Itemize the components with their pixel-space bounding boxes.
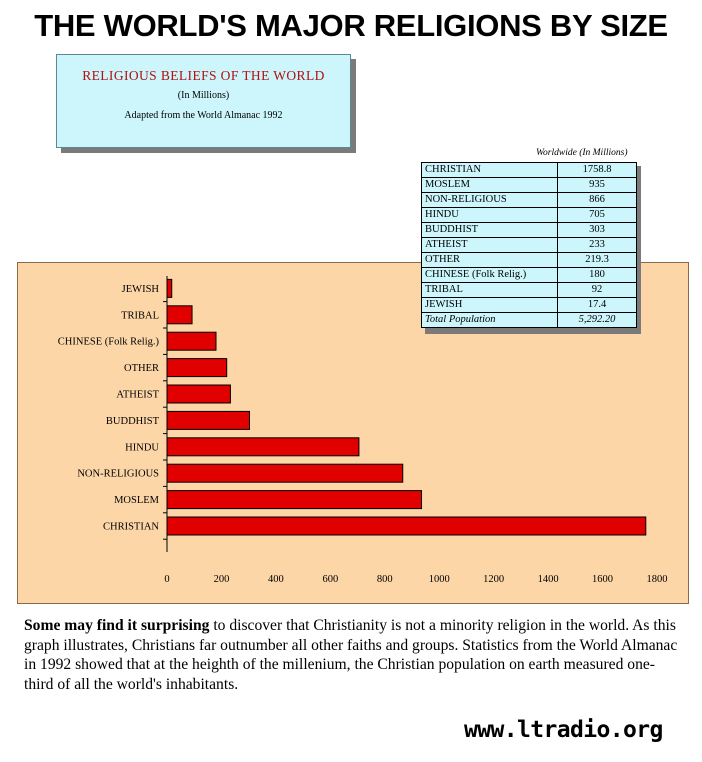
table-row: MOSLEM 935	[421, 177, 637, 193]
category-label: TRIBAL	[121, 310, 159, 321]
card-units: (In Millions)	[177, 90, 230, 101]
description-lead: Some may find it surprising	[24, 617, 210, 634]
table-cell-label: HINDU	[421, 207, 558, 223]
x-tick-label: 1200	[483, 574, 504, 585]
table-row: TRIBAL 92	[421, 282, 637, 298]
bar	[166, 358, 228, 378]
table-cell-label: ATHEIST	[421, 237, 558, 253]
table-cell-label: TRIBAL	[421, 282, 558, 298]
bar	[166, 331, 217, 351]
table-cell-label: JEWISH	[421, 297, 558, 313]
title-card: RELIGIOUS BELIEFS OF THE WORLD (In Milli…	[56, 54, 351, 148]
card-source: Adapted from the World Almanac 1992	[124, 110, 283, 121]
table-cell-value: 219.3	[557, 252, 637, 268]
bar	[166, 437, 360, 457]
description-body: to discover that Christianity is not a m…	[24, 617, 678, 693]
table-cell-value: 935	[557, 177, 637, 193]
table-row: CHRISTIAN 1758.8	[421, 162, 637, 178]
table-row: CHINESE (Folk Relig.) 180	[421, 267, 637, 283]
table-cell-value: 92	[557, 282, 637, 298]
x-tick-label: 800	[377, 574, 393, 585]
category-label: JEWISH	[122, 284, 160, 295]
x-tick-label: 400	[268, 574, 284, 585]
table-total-row: Total Population 5,292.20	[421, 312, 637, 328]
category-label: CHINESE (Folk Relig.)	[58, 337, 160, 348]
bar	[166, 278, 173, 298]
category-label: ATHEIST	[116, 390, 159, 401]
table-cell-label: BUDDHIST	[421, 222, 558, 238]
category-label: OTHER	[124, 363, 159, 374]
x-tick-label: 600	[322, 574, 338, 585]
table-cell-value: 17.4	[557, 297, 637, 313]
table-row: HINDU 705	[421, 207, 637, 223]
bar	[166, 463, 404, 483]
card-title: RELIGIOUS BELIEFS OF THE WORLD	[82, 68, 325, 83]
category-label: BUDDHIST	[106, 416, 160, 427]
page-title: THE WORLD'S MAJOR RELIGIONS BY SIZE	[34, 8, 668, 43]
table-row: OTHER 219.3	[421, 252, 637, 268]
table-cell-value: 866	[557, 192, 637, 208]
table-row: JEWISH 17.4	[421, 297, 637, 313]
x-tick-label: 1600	[592, 574, 613, 585]
bar	[166, 410, 250, 430]
category-label: NON-RELIGIOUS	[77, 469, 159, 480]
table-cell-value: 303	[557, 222, 637, 238]
site-url: www.ltradio.org	[464, 717, 663, 743]
bar	[166, 384, 231, 404]
table-cell-value: 705	[557, 207, 637, 223]
table-cell-label: NON-RELIGIOUS	[421, 192, 558, 208]
table-cell-value: 1758.8	[557, 162, 637, 178]
x-tick-label: 1400	[538, 574, 559, 585]
description: Some may find it surprising to discover …	[24, 616, 684, 694]
table-total-label: Total Population	[421, 312, 558, 328]
x-tick-label: 200	[214, 574, 230, 585]
category-label: MOSLEM	[114, 495, 160, 506]
bar	[166, 305, 193, 325]
category-label: HINDU	[125, 442, 159, 453]
table-cell-label: MOSLEM	[421, 177, 558, 193]
table-caption: Worldwide (In Millions)	[536, 148, 628, 158]
table-cell-value: 180	[557, 267, 637, 283]
x-tick-label: 1800	[647, 574, 668, 585]
table-row: ATHEIST 233	[421, 237, 637, 253]
category-label: CHRISTIAN	[103, 522, 159, 533]
bar	[166, 490, 423, 510]
table-row: NON-RELIGIOUS 866	[421, 192, 637, 208]
x-tick-label: 0	[164, 574, 169, 585]
data-table: CHRISTIAN 1758.8 MOSLEM 935 NON-RELIGIOUS 866…	[421, 162, 637, 328]
bar	[166, 516, 647, 536]
table-row: BUDDHIST 303	[421, 222, 637, 238]
table-cell-label: CHINESE (Folk Relig.)	[421, 267, 558, 283]
table-cell-label: OTHER	[421, 252, 558, 268]
table-cell-label: CHRISTIAN	[421, 162, 558, 178]
x-tick-label: 1000	[429, 574, 450, 585]
table-total-value: 5,292.20	[557, 312, 637, 328]
table-cell-value: 233	[557, 237, 637, 253]
